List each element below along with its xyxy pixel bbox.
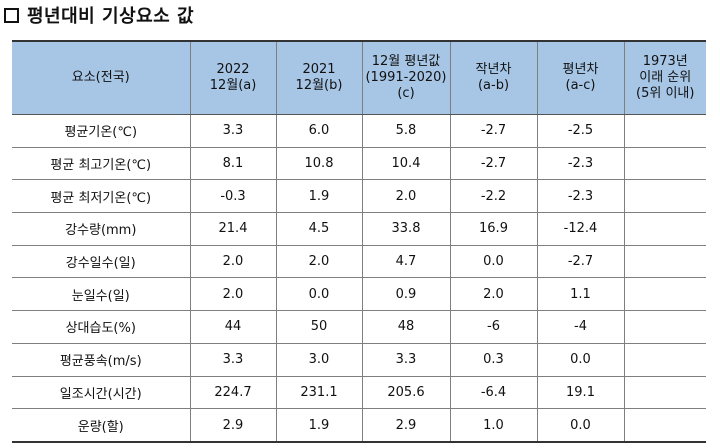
row-label: 눈일수(일) [12,277,191,312]
value-year-diff: 0.3 [449,342,538,377]
weather-comparison-table: 요소(전국) 2022 12월(a) 2021 12월(b) 12월 평년값 (… [12,40,706,443]
value-rank [623,146,706,181]
value-year-diff: 1.0 [449,408,538,443]
value-rank [623,277,706,312]
header-element: 요소(전국) [12,40,191,115]
value-year-diff: 16.9 [449,212,538,246]
table-row: 강수일수(일) 2.0 2.0 4.7 0.0 -2.7 [12,244,706,279]
row-label: 강수일수(일) [12,244,191,279]
value-year-diff: -2.7 [449,114,538,148]
row-label: 평균기온(℃) [12,114,191,148]
table-row: 운량(할) 2.9 1.9 2.9 1.0 0.0 [12,408,706,443]
value-2022: 2.0 [189,277,277,312]
row-label: 평균 최저기온(℃) [12,179,191,214]
value-year-diff: -2.2 [449,179,538,214]
value-2022: 2.0 [189,244,277,279]
row-label: 일조시간(시간) [12,375,191,410]
checkbox-square-icon [4,7,19,23]
value-normal-diff: 0.0 [536,408,625,443]
value-normal: 3.3 [361,342,451,377]
value-normal: 0.9 [361,277,451,312]
table-row: 상대습도(%) 44 50 48 -6 -4 [12,310,706,344]
value-normal: 5.8 [361,114,451,148]
value-normal: 205.6 [361,375,451,410]
header-rank: 1973년 이래 순위 (5위 이내) [623,40,706,115]
row-label: 운량(할) [12,408,191,443]
value-normal-diff: -2.3 [536,179,625,214]
table-row: 일조시간(시간) 224.7 231.1 205.6 -6.4 19.1 [12,375,706,410]
value-2021: 2.0 [275,244,363,279]
value-2022: 224.7 [189,375,277,410]
value-2022: 2.9 [189,408,277,443]
value-rank [623,244,706,279]
value-2021: 1.9 [275,179,363,214]
value-rank [623,179,706,214]
header-2022-dec: 2022 12월(a) [189,40,277,115]
value-2021: 1.9 [275,408,363,443]
value-normal: 48 [361,310,451,344]
value-normal-diff: -2.5 [536,114,625,148]
table-header-row: 요소(전국) 2022 12월(a) 2021 12월(b) 12월 평년값 (… [12,40,706,115]
value-2021: 4.5 [275,212,363,246]
value-2021: 10.8 [275,146,363,181]
header-normal-diff: 평년차 (a-c) [536,40,625,115]
value-2022: 3.3 [189,114,277,148]
value-2022: 44 [189,310,277,344]
table-row: 강수량(mm) 21.4 4.5 33.8 16.9 -12.4 [12,212,706,246]
value-year-diff: 2.0 [449,277,538,312]
value-2021: 0.0 [275,277,363,312]
table-row: 평균풍속(m/s) 3.3 3.0 3.3 0.3 0.0 [12,342,706,377]
value-rank [623,310,706,344]
value-normal: 4.7 [361,244,451,279]
value-2021: 50 [275,310,363,344]
table-row: 평균 최고기온(℃) 8.1 10.8 10.4 -2.7 -2.3 [12,146,706,181]
value-2022: 3.3 [189,342,277,377]
value-normal-diff: -12.4 [536,212,625,246]
value-rank [623,212,706,246]
value-normal: 2.0 [361,179,451,214]
row-label: 상대습도(%) [12,310,191,344]
value-normal-diff: -2.7 [536,244,625,279]
value-rank [623,375,706,410]
header-2021-dec: 2021 12월(b) [275,40,363,115]
page-title-text: 평년대비 기상요소 값 [27,6,195,27]
page-title: 평년대비 기상요소 값 [4,0,194,30]
value-year-diff: -6 [449,310,538,344]
value-2022: 8.1 [189,146,277,181]
value-normal-diff: -4 [536,310,625,344]
value-2022: 21.4 [189,212,277,246]
value-normal-diff: -2.3 [536,146,625,181]
value-normal-diff: 19.1 [536,375,625,410]
value-normal: 33.8 [361,212,451,246]
value-2021: 231.1 [275,375,363,410]
value-2021: 3.0 [275,342,363,377]
value-year-diff: -2.7 [449,146,538,181]
value-2021: 6.0 [275,114,363,148]
row-label: 강수량(mm) [12,212,191,246]
header-normal: 12월 평년값 (1991-2020) (c) [361,40,451,115]
value-normal-diff: 1.1 [536,277,625,312]
value-year-diff: 0.0 [449,244,538,279]
row-label: 평균풍속(m/s) [12,342,191,377]
value-normal-diff: 0.0 [536,342,625,377]
table-row: 평균 최저기온(℃) -0.3 1.9 2.0 -2.2 -2.3 [12,179,706,214]
row-label: 평균 최고기온(℃) [12,146,191,181]
value-2022: -0.3 [189,179,277,214]
table-row: 평균기온(℃) 3.3 6.0 5.8 -2.7 -2.5 [12,114,706,148]
value-rank [623,114,706,148]
header-year-diff: 작년차 (a-b) [449,40,538,115]
value-rank [623,342,706,377]
value-normal: 2.9 [361,408,451,443]
table-row: 눈일수(일) 2.0 0.0 0.9 2.0 1.1 [12,277,706,312]
value-normal: 10.4 [361,146,451,181]
value-rank [623,408,706,443]
value-year-diff: -6.4 [449,375,538,410]
